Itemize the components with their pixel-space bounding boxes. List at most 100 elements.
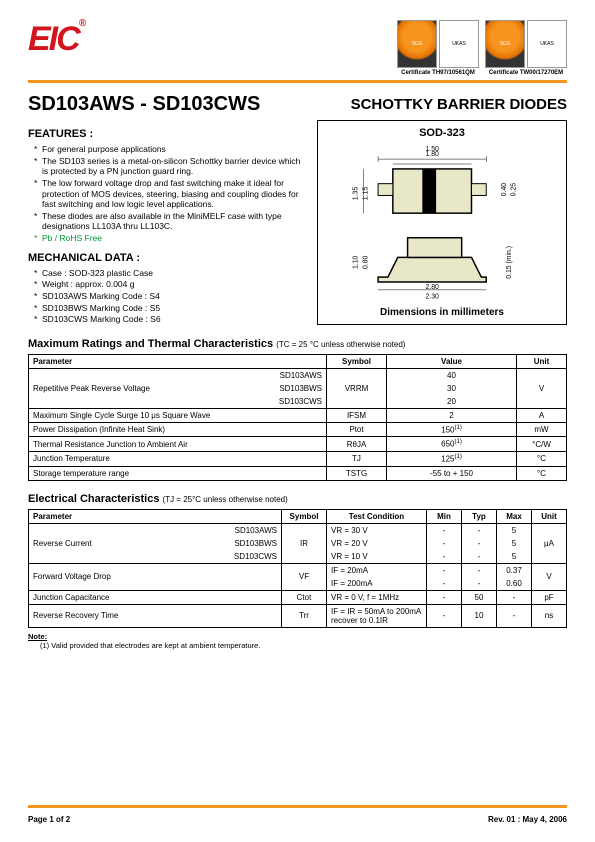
cell: Repetitive Peak Reverse Voltage — [29, 368, 240, 408]
table-header-row: Parameter Symbol Value Unit — [29, 354, 567, 368]
cell: 0.37 — [497, 563, 532, 577]
cert-pair: SGS UKAS Certificate TH97/10561QM — [397, 20, 479, 76]
cell: 5 — [497, 523, 532, 537]
col-max: Max — [497, 509, 532, 523]
cell: Storage temperature range — [29, 466, 327, 480]
cell: 5 — [497, 550, 532, 564]
cell: V — [517, 368, 567, 408]
cell: SD103AWS — [172, 523, 282, 537]
cell: °C — [517, 466, 567, 480]
cell: SD103CWS — [240, 395, 327, 409]
mechanical-heading: MECHANICAL DATA : — [28, 252, 305, 264]
cell: Reverse Current — [29, 523, 172, 563]
col-unit: Unit — [532, 509, 567, 523]
cell: - — [427, 577, 462, 591]
cell: 20 — [387, 395, 517, 409]
col-parameter: Parameter — [29, 354, 327, 368]
cell: - — [427, 604, 462, 627]
cell: °C — [517, 452, 567, 467]
cell: Power Dissipation (Infinite Heat Sink) — [29, 422, 327, 437]
ratings-table: Parameter Symbol Value Unit Repetitive P… — [28, 354, 567, 481]
feature-item: For general purpose applications — [34, 144, 305, 155]
cell: 0.60 — [497, 577, 532, 591]
cell: SD103AWS — [240, 368, 327, 382]
package-column: SOD-323 1.80 1.50 1.35 1.15 0.40 — [317, 120, 567, 326]
cell: - — [497, 604, 532, 627]
sgs-badge-icon: SGS — [397, 20, 437, 68]
cell: 150(1) — [387, 422, 517, 437]
cell: IF = 200mA — [327, 577, 427, 591]
elec-title-text: Electrical Characteristics — [28, 493, 159, 505]
cell: - — [427, 523, 462, 537]
cell: - — [462, 537, 497, 550]
cell: - — [427, 563, 462, 577]
package-diagram-svg: 1.80 1.50 1.35 1.15 0.40 0.25 1.10 0.80 … — [324, 143, 560, 303]
cell: ns — [532, 604, 567, 627]
cert-label: Certificate TH97/10561QM — [401, 70, 475, 76]
cell: IF = 20mA — [327, 563, 427, 577]
mech-item: SD103BWS Marking Code : S5 — [34, 303, 305, 314]
cell: VR = 20 V — [327, 537, 427, 550]
table-row: Junction Capacitance Ctot VR = 0 V, f = … — [29, 590, 567, 604]
col-unit: Unit — [517, 354, 567, 368]
note-text: (1) Valid provided that electrodes are k… — [28, 641, 260, 650]
cell: - — [462, 577, 497, 591]
svg-text:0.80: 0.80 — [362, 255, 369, 269]
table-header-row: Parameter Symbol Test Condition Min Typ … — [29, 509, 567, 523]
col-testcond: Test Condition — [327, 509, 427, 523]
table-row: Storage temperature rangeTSTG-55 to + 15… — [29, 466, 567, 480]
svg-text:1.10: 1.10 — [352, 255, 359, 269]
main-content-row: FEATURES : For general purpose applicati… — [28, 120, 567, 326]
cell: Trr — [282, 604, 327, 627]
cell: 125(1) — [387, 452, 517, 467]
cell: SD103BWS — [172, 537, 282, 550]
col-typ: Typ — [462, 509, 497, 523]
revision-info: Rev. 01 : May 4, 2006 — [488, 815, 567, 824]
cert-label: Certificate TW00/17270EM — [489, 70, 563, 76]
cell: SD103BWS — [240, 382, 327, 395]
features-heading: FEATURES : — [28, 128, 305, 140]
package-diagram-box: SOD-323 1.80 1.50 1.35 1.15 0.40 — [317, 120, 567, 325]
cell: VF — [282, 563, 327, 590]
cell: IF = IR = 50mA to 200mA recover to 0.1IR — [327, 604, 427, 627]
cell: 5 — [497, 537, 532, 550]
mech-item: SD103CWS Marking Code : S6 — [34, 314, 305, 325]
cell: Reverse Recovery Time — [29, 604, 282, 627]
feature-item: These diodes are also available in the M… — [34, 211, 305, 232]
col-parameter: Parameter — [29, 509, 282, 523]
cell: - — [427, 590, 462, 604]
table-row: Forward Voltage Drop VF IF = 20mA - - 0.… — [29, 563, 567, 577]
col-min: Min — [427, 509, 462, 523]
cell: 2 — [387, 408, 517, 422]
cell: IFSM — [327, 408, 387, 422]
company-logo: EIC® — [28, 20, 84, 59]
registered-icon: ® — [79, 18, 84, 29]
part-number-title: SD103AWS - SD103CWS — [28, 93, 260, 116]
page-number: Page 1 of 2 — [28, 815, 70, 824]
mechanical-list: Case : SOD-323 plastic Case Weight : app… — [28, 268, 305, 325]
cell: - — [462, 550, 497, 564]
cell: pF — [532, 590, 567, 604]
cell: SD103CWS — [172, 550, 282, 564]
ukas-badge-icon: UKAS — [439, 20, 479, 68]
cell: μA — [532, 523, 567, 563]
cell: 30 — [387, 382, 517, 395]
cell: - — [462, 563, 497, 577]
svg-text:0.40: 0.40 — [501, 183, 508, 197]
cell: VR = 10 V — [327, 550, 427, 564]
cell: Ctot — [282, 590, 327, 604]
header-divider — [28, 80, 567, 83]
cell: Forward Voltage Drop — [29, 563, 282, 590]
electrical-table: Parameter Symbol Test Condition Min Typ … — [28, 509, 567, 628]
svg-text:1.35: 1.35 — [352, 187, 359, 201]
table-row: Repetitive Peak Reverse Voltage SD103AWS… — [29, 368, 567, 382]
cell: VRRM — [327, 368, 387, 408]
cell: -55 to + 150 — [387, 466, 517, 480]
cell: 40 — [387, 368, 517, 382]
svg-text:2.80: 2.80 — [425, 284, 439, 291]
dimensions-label: Dimensions in millimeters — [324, 307, 560, 318]
table-row: Reverse Recovery Time Trr IF = IR = 50mA… — [29, 604, 567, 627]
cell: 10 — [462, 604, 497, 627]
cell: mW — [517, 422, 567, 437]
cert-pair: SGS UKAS Certificate TW00/17270EM — [485, 20, 567, 76]
